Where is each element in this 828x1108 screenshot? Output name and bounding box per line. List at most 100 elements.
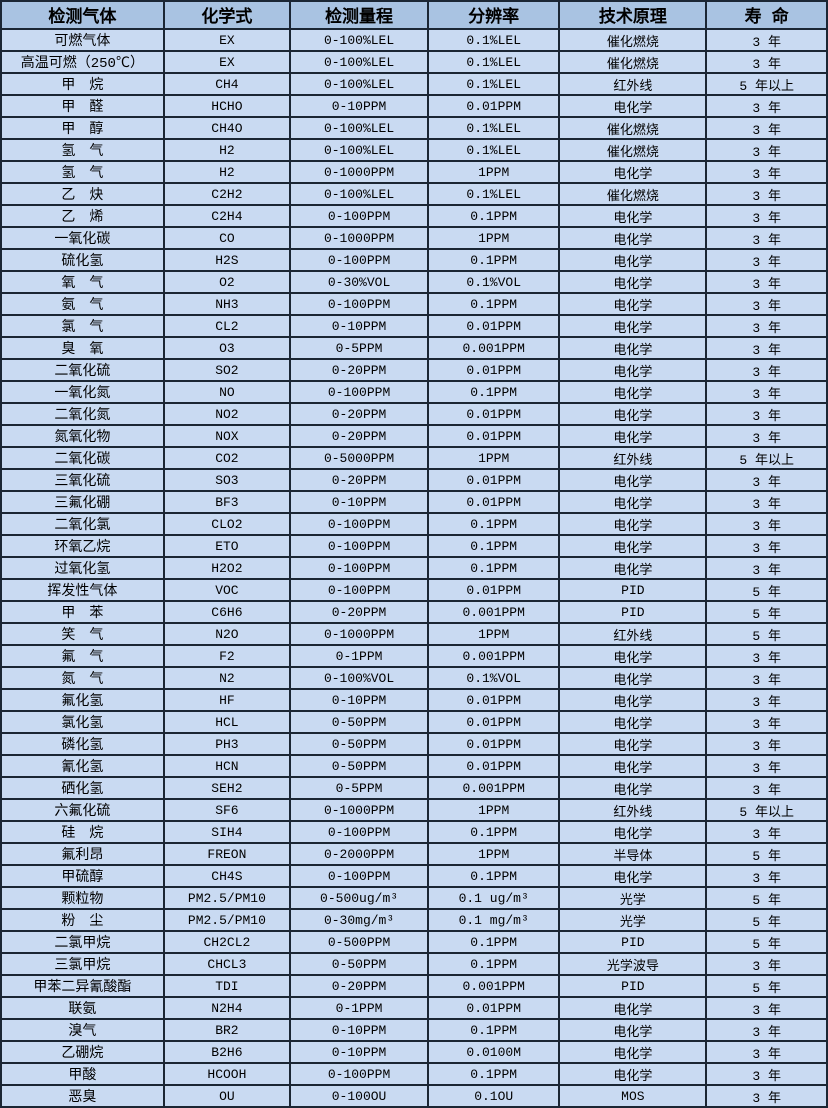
cell-formula: HCL bbox=[162, 710, 292, 734]
cell-resolution: 0.1%VOL bbox=[427, 666, 561, 690]
cell-range: 0-100%LEL bbox=[289, 138, 430, 162]
cell-range: 0-1PPM bbox=[289, 644, 430, 668]
cell-principle: 电化学 bbox=[558, 710, 708, 734]
cell-range: 0-100PPM bbox=[289, 380, 430, 404]
cell-lifespan: 3 年 bbox=[705, 28, 828, 52]
cell-principle: 电化学 bbox=[558, 864, 708, 888]
cell-gas: 乙 烯 bbox=[0, 204, 165, 228]
cell-gas: 磷化氢 bbox=[0, 732, 165, 756]
table-row: 硅 烷 SIH4 0-100PPM 0.1PPM 电化学 3 年 bbox=[0, 820, 828, 844]
table-row: 氮 气 N2 0-100%VOL 0.1%VOL 电化学 3 年 bbox=[0, 666, 828, 690]
cell-lifespan: 3 年 bbox=[705, 512, 828, 536]
cell-gas: 甲苯二异氰酸酯 bbox=[0, 974, 165, 998]
cell-gas: 笑 气 bbox=[0, 622, 165, 646]
cell-resolution: 0.01PPM bbox=[427, 578, 561, 602]
cell-resolution: 0.01PPM bbox=[427, 490, 561, 514]
cell-formula: C2H2 bbox=[162, 182, 292, 206]
table-row: 氯 气 CL2 0-10PPM 0.01PPM 电化学 3 年 bbox=[0, 314, 828, 338]
cell-gas: 氯 气 bbox=[0, 314, 165, 338]
table-row: 过氧化氢 H2O2 0-100PPM 0.1PPM 电化学 3 年 bbox=[0, 556, 828, 580]
table-row: 环氧乙烷 ETO 0-100PPM 0.1PPM 电化学 3 年 bbox=[0, 534, 828, 558]
cell-resolution: 1PPM bbox=[427, 622, 561, 646]
table-row: 甲 醛 HCHO 0-10PPM 0.01PPM 电化学 3 年 bbox=[0, 94, 828, 118]
cell-formula: NOX bbox=[162, 424, 292, 448]
table-row: 氰化氢 HCN 0-50PPM 0.01PPM 电化学 3 年 bbox=[0, 754, 828, 778]
cell-lifespan: 3 年 bbox=[705, 688, 828, 712]
cell-lifespan: 3 年 bbox=[705, 996, 828, 1020]
cell-range: 0-5000PPM bbox=[289, 446, 430, 470]
cell-formula: BF3 bbox=[162, 490, 292, 514]
cell-gas: 三氯甲烷 bbox=[0, 952, 165, 976]
cell-range: 0-100%LEL bbox=[289, 116, 430, 140]
cell-principle: 红外线 bbox=[558, 798, 708, 822]
cell-lifespan: 5 年 bbox=[705, 886, 828, 910]
cell-range: 0-100PPM bbox=[289, 556, 430, 580]
cell-range: 0-100PPM bbox=[289, 864, 430, 888]
table-row: 二氧化碳 CO2 0-5000PPM 1PPM 红外线 5 年以上 bbox=[0, 446, 828, 470]
cell-resolution: 0.1PPM bbox=[427, 512, 561, 536]
cell-gas: 挥发性气体 bbox=[0, 578, 165, 602]
cell-gas: 氮氧化物 bbox=[0, 424, 165, 448]
cell-principle: 电化学 bbox=[558, 270, 708, 294]
cell-range: 0-10PPM bbox=[289, 1018, 430, 1042]
cell-lifespan: 5 年以上 bbox=[705, 798, 828, 822]
cell-resolution: 0.01PPM bbox=[427, 358, 561, 382]
cell-range: 0-30mg/m³ bbox=[289, 908, 430, 932]
cell-formula: SF6 bbox=[162, 798, 292, 822]
cell-resolution: 0.1%LEL bbox=[427, 116, 561, 140]
cell-principle: 催化燃烧 bbox=[558, 182, 708, 206]
cell-formula: H2S bbox=[162, 248, 292, 272]
cell-principle: 催化燃烧 bbox=[558, 50, 708, 74]
cell-resolution: 0.1PPM bbox=[427, 556, 561, 580]
cell-lifespan: 3 年 bbox=[705, 402, 828, 426]
cell-principle: 电化学 bbox=[558, 358, 708, 382]
cell-range: 0-100PPM bbox=[289, 1062, 430, 1086]
table-row: 磷化氢 PH3 0-50PPM 0.01PPM 电化学 3 年 bbox=[0, 732, 828, 756]
table-row: 氮氧化物 NOX 0-20PPM 0.01PPM 电化学 3 年 bbox=[0, 424, 828, 448]
cell-range: 0-100PPM bbox=[289, 820, 430, 844]
cell-formula: SO3 bbox=[162, 468, 292, 492]
cell-range: 0-10PPM bbox=[289, 94, 430, 118]
cell-resolution: 0.01PPM bbox=[427, 688, 561, 712]
cell-lifespan: 3 年 bbox=[705, 226, 828, 250]
cell-principle: 电化学 bbox=[558, 754, 708, 778]
table-row: 硫化氢 H2S 0-100PPM 0.1PPM 电化学 3 年 bbox=[0, 248, 828, 272]
table-row: 氢 气 H2 0-1000PPM 1PPM 电化学 3 年 bbox=[0, 160, 828, 184]
cell-lifespan: 3 年 bbox=[705, 534, 828, 558]
table-row: 臭 氧 O3 0-5PPM 0.001PPM 电化学 3 年 bbox=[0, 336, 828, 360]
cell-resolution: 1PPM bbox=[427, 446, 561, 470]
cell-range: 0-5PPM bbox=[289, 336, 430, 360]
cell-formula: BR2 bbox=[162, 1018, 292, 1042]
cell-gas: 颗粒物 bbox=[0, 886, 165, 910]
cell-formula: CH2CL2 bbox=[162, 930, 292, 954]
cell-range: 0-10PPM bbox=[289, 1040, 430, 1064]
cell-range: 0-20PPM bbox=[289, 358, 430, 382]
cell-resolution: 0.1PPM bbox=[427, 248, 561, 272]
header-resolution: 分辨率 bbox=[427, 0, 561, 30]
cell-lifespan: 3 年 bbox=[705, 666, 828, 690]
cell-resolution: 0.1%VOL bbox=[427, 270, 561, 294]
cell-lifespan: 3 年 bbox=[705, 468, 828, 492]
cell-lifespan: 5 年 bbox=[705, 600, 828, 624]
cell-principle: 光学 bbox=[558, 886, 708, 910]
cell-range: 0-100PPM bbox=[289, 512, 430, 536]
cell-range: 0-1PPM bbox=[289, 996, 430, 1020]
cell-principle: 电化学 bbox=[558, 556, 708, 580]
cell-gas: 二氧化碳 bbox=[0, 446, 165, 470]
cell-gas: 一氧化碳 bbox=[0, 226, 165, 250]
cell-resolution: 0.01PPM bbox=[427, 468, 561, 492]
cell-gas: 联氨 bbox=[0, 996, 165, 1020]
cell-range: 0-100PPM bbox=[289, 248, 430, 272]
cell-principle: 电化学 bbox=[558, 732, 708, 756]
cell-lifespan: 3 年 bbox=[705, 314, 828, 338]
cell-resolution: 0.1PPM bbox=[427, 1018, 561, 1042]
cell-lifespan: 5 年 bbox=[705, 908, 828, 932]
table-row: 硒化氢 SEH2 0-5PPM 0.001PPM 电化学 3 年 bbox=[0, 776, 828, 800]
cell-range: 0-100%VOL bbox=[289, 666, 430, 690]
table-row: 笑 气 N2O 0-1000PPM 1PPM 红外线 5 年 bbox=[0, 622, 828, 646]
cell-formula: C2H4 bbox=[162, 204, 292, 228]
cell-resolution: 0.1PPM bbox=[427, 380, 561, 404]
cell-formula: H2 bbox=[162, 160, 292, 184]
table-row: 甲苯二异氰酸酯 TDI 0-20PPM 0.001PPM PID 5 年 bbox=[0, 974, 828, 998]
